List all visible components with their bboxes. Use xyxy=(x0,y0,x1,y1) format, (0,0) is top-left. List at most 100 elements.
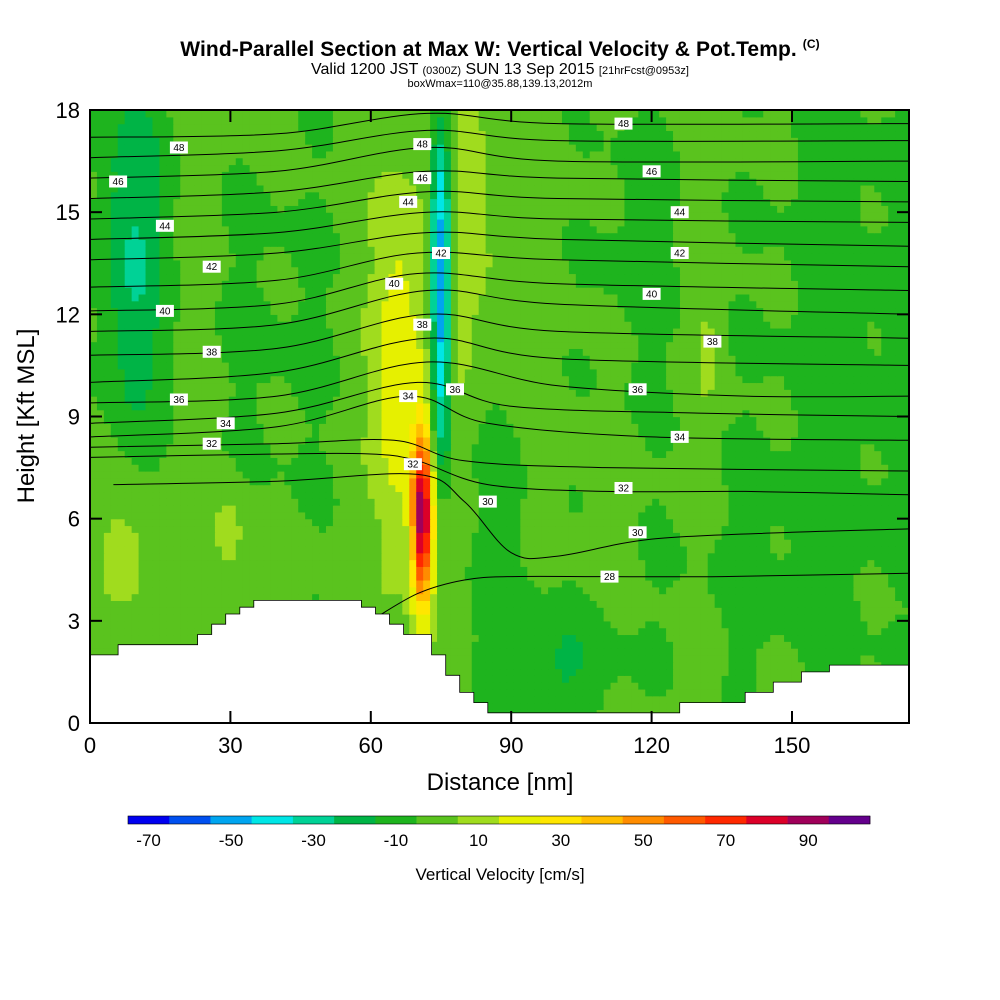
velocity-cell xyxy=(124,498,133,506)
velocity-cell xyxy=(610,586,619,595)
velocity-cell xyxy=(832,464,841,472)
velocity-cell xyxy=(659,505,667,513)
velocity-cell xyxy=(659,552,667,561)
velocity-cell xyxy=(221,552,230,561)
velocity-cell xyxy=(700,614,709,622)
velocity-cell xyxy=(770,470,778,479)
velocity-cell xyxy=(201,566,209,574)
velocity-cell xyxy=(631,539,639,547)
velocity-cell xyxy=(881,559,889,567)
velocity-cell xyxy=(221,491,230,499)
velocity-cell xyxy=(825,505,834,513)
velocity-cell xyxy=(791,586,799,595)
velocity-cell xyxy=(784,498,792,506)
velocity-cell xyxy=(110,566,119,574)
velocity-cell xyxy=(756,518,764,527)
velocity-cell xyxy=(673,641,681,649)
velocity-cell xyxy=(319,436,327,445)
velocity-cell xyxy=(319,484,327,493)
velocity-cell xyxy=(534,511,542,520)
velocity-cell xyxy=(374,607,383,615)
velocity-cell xyxy=(256,566,265,574)
velocity-cell xyxy=(596,470,605,479)
velocity-cell xyxy=(617,668,626,676)
velocity-cell xyxy=(652,436,660,445)
velocity-cell xyxy=(652,593,660,601)
velocity-cell xyxy=(499,491,508,499)
velocity-cell xyxy=(832,627,841,636)
velocity-cell xyxy=(624,688,632,697)
velocity-cell xyxy=(541,477,549,486)
velocity-cell xyxy=(138,518,147,527)
velocity-cell xyxy=(728,518,737,527)
velocity-cell xyxy=(214,579,223,588)
velocity-cell xyxy=(548,688,556,697)
velocity-cell xyxy=(714,470,723,479)
velocity-cell xyxy=(388,552,396,561)
velocity-cell xyxy=(464,661,473,670)
velocity-cell xyxy=(485,579,494,588)
velocity-cell xyxy=(152,566,161,574)
velocity-cell xyxy=(360,525,369,533)
velocity-cell xyxy=(312,457,320,465)
velocity-cell xyxy=(555,545,563,554)
velocity-cell xyxy=(707,436,716,445)
velocity-cell xyxy=(721,552,730,561)
velocity-cell xyxy=(277,593,285,601)
velocity-cell xyxy=(381,450,390,458)
velocity-cell xyxy=(187,505,195,513)
velocity-cell xyxy=(402,511,410,520)
velocity-cell xyxy=(513,702,521,710)
velocity-cell xyxy=(645,634,653,642)
velocity-cell xyxy=(575,566,584,574)
velocity-cell xyxy=(506,627,514,636)
velocity-cell xyxy=(124,607,133,615)
velocity-cell xyxy=(707,443,716,452)
velocity-cell xyxy=(402,539,410,547)
velocity-cell xyxy=(818,586,827,595)
velocity-cell xyxy=(159,627,167,636)
velocity-cell xyxy=(561,552,570,561)
velocity-cell xyxy=(110,600,119,608)
velocity-cell xyxy=(471,688,480,697)
velocity-cell xyxy=(721,648,730,656)
velocity-cell xyxy=(631,648,639,656)
velocity-cell xyxy=(520,579,528,588)
velocity-cell xyxy=(638,586,646,595)
velocity-cell xyxy=(679,688,688,697)
velocity-cell xyxy=(291,525,299,533)
velocity-cell xyxy=(249,511,258,520)
velocity-cell xyxy=(138,579,147,588)
velocity-cell xyxy=(756,484,764,493)
velocity-cell xyxy=(707,552,716,561)
velocity-cell xyxy=(395,579,403,588)
velocity-cell xyxy=(728,539,737,547)
velocity-cell xyxy=(638,539,646,547)
velocity-cell xyxy=(582,545,591,554)
velocity-cell xyxy=(437,566,445,574)
velocity-cell xyxy=(353,470,362,479)
velocity-cell xyxy=(617,607,626,615)
velocity-cell xyxy=(652,525,660,533)
velocity-cell xyxy=(784,477,792,486)
velocity-cell xyxy=(797,627,806,636)
velocity-cell xyxy=(145,579,154,588)
velocity-cell xyxy=(242,586,251,595)
velocity-cell xyxy=(568,505,577,513)
velocity-cell xyxy=(464,675,473,683)
velocity-cell xyxy=(270,430,278,438)
velocity-cell xyxy=(825,579,834,588)
velocity-cell xyxy=(721,443,730,452)
velocity-cell xyxy=(575,470,584,479)
velocity-cell xyxy=(270,593,278,601)
velocity-cell xyxy=(409,573,417,581)
velocity-cell xyxy=(96,464,105,472)
velocity-cell xyxy=(666,484,674,493)
velocity-cell xyxy=(443,661,452,670)
velocity-cell xyxy=(457,579,466,588)
velocity-cell xyxy=(575,532,584,540)
velocity-cell xyxy=(207,566,216,574)
velocity-cell xyxy=(714,675,723,683)
velocity-cell xyxy=(735,470,744,479)
velocity-cell xyxy=(575,552,584,561)
